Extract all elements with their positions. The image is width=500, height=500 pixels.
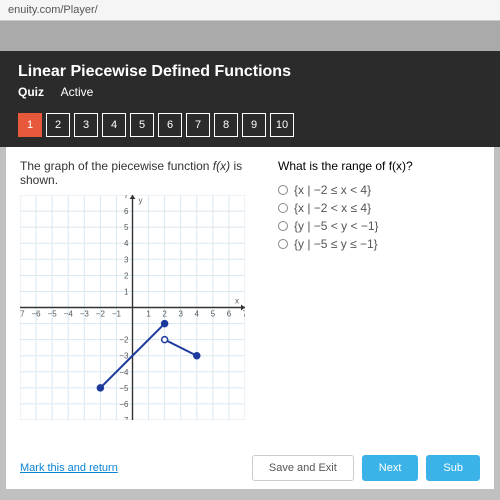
svg-text:−6: −6 xyxy=(32,310,42,319)
svg-text:1: 1 xyxy=(146,310,151,319)
answer-text: {x | −2 < x ≤ 4} xyxy=(294,201,371,215)
crumb-active: Active xyxy=(61,85,94,99)
svg-text:−5: −5 xyxy=(48,310,58,319)
svg-text:x: x xyxy=(235,297,239,306)
svg-text:−4: −4 xyxy=(64,310,74,319)
left-column: The graph of the piecewise function f(x)… xyxy=(20,159,260,439)
content: The graph of the piecewise function f(x)… xyxy=(6,147,494,447)
svg-text:−7: −7 xyxy=(119,416,129,420)
answer-option[interactable]: {y | −5 ≤ y ≤ −1} xyxy=(278,237,480,251)
nav-question-5[interactable]: 5 xyxy=(130,113,154,137)
answer-option[interactable]: {x | −2 < x ≤ 4} xyxy=(278,201,480,215)
svg-text:−5: −5 xyxy=(119,384,129,393)
svg-text:−2: −2 xyxy=(119,336,129,345)
answer-option[interactable]: {y | −5 < y < −1} xyxy=(278,219,480,233)
browser-chrome xyxy=(0,21,500,51)
page-header: Linear Piecewise Defined Functions Quiz … xyxy=(0,51,500,107)
graph: −7−6−5−4−3−2−112345671234567−2−3−4−5−6−7… xyxy=(20,195,245,420)
breadcrumb: Quiz Active xyxy=(18,85,482,99)
nav-question-10[interactable]: 10 xyxy=(270,113,294,137)
question-ask: What is the range of f(x)? xyxy=(278,159,480,173)
svg-text:3: 3 xyxy=(124,255,129,264)
answer-text: {y | −5 < y < −1} xyxy=(294,219,379,233)
radio-icon xyxy=(278,203,288,213)
svg-text:7: 7 xyxy=(243,310,245,319)
radio-icon xyxy=(278,239,288,249)
svg-text:4: 4 xyxy=(195,310,200,319)
right-column: What is the range of f(x)? {x | −2 ≤ x <… xyxy=(278,159,480,439)
svg-text:2: 2 xyxy=(162,310,167,319)
prompt-fn: f(x) xyxy=(213,159,230,173)
nav-question-6[interactable]: 6 xyxy=(158,113,182,137)
svg-text:5: 5 xyxy=(124,223,129,232)
svg-text:−2: −2 xyxy=(96,310,106,319)
question-prompt: The graph of the piecewise function f(x)… xyxy=(20,159,260,187)
nav-question-8[interactable]: 8 xyxy=(214,113,238,137)
svg-text:1: 1 xyxy=(124,287,129,296)
nav-question-4[interactable]: 4 xyxy=(102,113,126,137)
answer-text: {x | −2 ≤ x < 4} xyxy=(294,183,371,197)
page-title: Linear Piecewise Defined Functions xyxy=(18,63,482,81)
svg-text:4: 4 xyxy=(124,239,129,248)
svg-text:6: 6 xyxy=(227,310,232,319)
svg-text:−1: −1 xyxy=(112,310,122,319)
next-button[interactable]: Next xyxy=(362,455,419,481)
nav-question-7[interactable]: 7 xyxy=(186,113,210,137)
nav-question-2[interactable]: 2 xyxy=(46,113,70,137)
svg-text:2: 2 xyxy=(124,271,129,280)
nav-question-1[interactable]: 1 xyxy=(18,113,42,137)
url-bar: enuity.com/Player/ xyxy=(0,0,500,21)
svg-text:3: 3 xyxy=(178,310,183,319)
svg-text:7: 7 xyxy=(124,195,129,200)
svg-text:−4: −4 xyxy=(119,368,129,377)
svg-text:−6: −6 xyxy=(119,400,129,409)
mark-and-return-link[interactable]: Mark this and return xyxy=(20,462,118,474)
svg-text:y: y xyxy=(139,196,143,205)
question-nav: 12345678910 xyxy=(0,107,500,147)
svg-text:5: 5 xyxy=(211,310,216,319)
prompt-prefix: The graph of the piecewise function xyxy=(20,159,213,173)
svg-text:6: 6 xyxy=(124,207,129,216)
submit-button[interactable]: Sub xyxy=(426,455,480,481)
svg-text:−3: −3 xyxy=(80,310,90,319)
nav-question-3[interactable]: 3 xyxy=(74,113,98,137)
answers: {x | −2 ≤ x < 4} {x | −2 < x ≤ 4} {y | −5 … xyxy=(278,183,480,251)
crumb-quiz: Quiz xyxy=(18,85,44,99)
save-exit-button[interactable]: Save and Exit xyxy=(252,455,354,481)
radio-icon xyxy=(278,185,288,195)
footer: Mark this and return Save and Exit Next … xyxy=(6,447,494,489)
answer-text: {y | −5 ≤ y ≤ −1} xyxy=(294,237,378,251)
answer-option[interactable]: {x | −2 ≤ x < 4} xyxy=(278,183,480,197)
nav-question-9[interactable]: 9 xyxy=(242,113,266,137)
svg-text:−7: −7 xyxy=(20,310,25,319)
radio-icon xyxy=(278,221,288,231)
